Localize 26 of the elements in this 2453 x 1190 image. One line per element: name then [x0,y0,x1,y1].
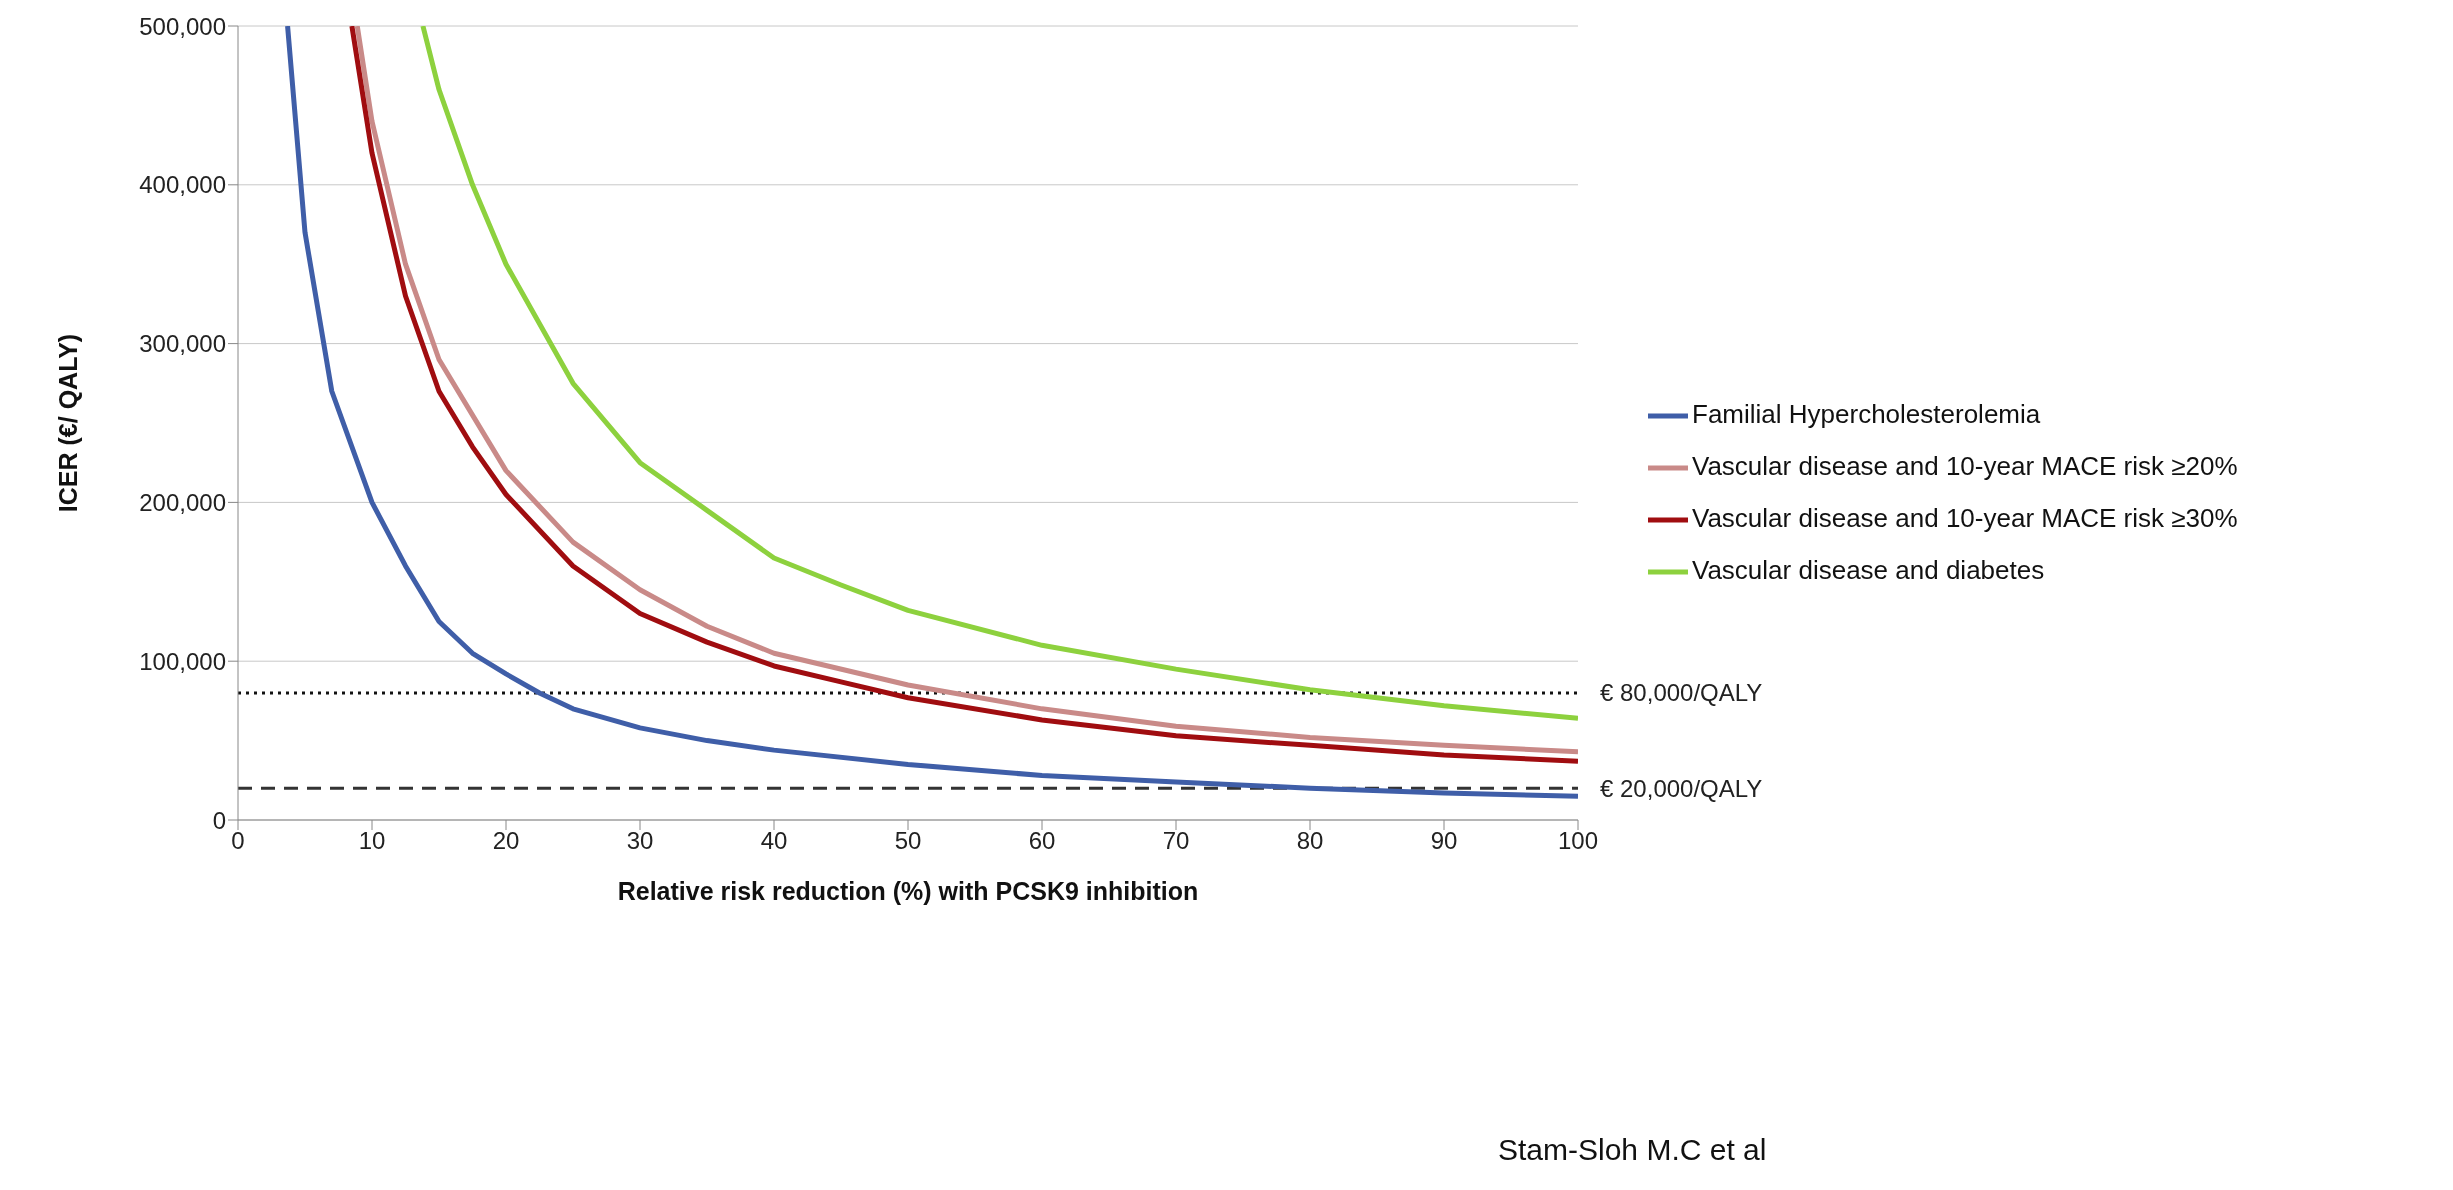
y-tick-label: 400,000 [139,171,226,199]
x-axis-title: Relative risk reduction (%) with PCSK9 inhibition [617,877,1199,905]
x-tick-label: 60 [1028,827,1056,855]
legend-label: Vascular disease and 10-year MACE risk ≥30% [1692,503,2238,533]
y-tick-label: 100,000 [139,647,226,675]
x-tick-label: 30 [626,827,654,855]
y-axis-title: ICER (€/ QALY) [53,333,82,513]
x-tick-label: 10 [358,827,386,855]
x-tick-label: 0 [231,827,245,855]
text: Stam-Sloh M.C et al [1498,1133,1767,1167]
x-tick-label: 90 [1430,827,1458,855]
y-tick-label: 500,000 [139,12,226,40]
y-tick-label: 0 [212,806,226,834]
legend-label: Familial Hypercholesterolemia [1692,399,2041,429]
ref-line-label: € 80,000/QALY [1600,679,1763,707]
x-tick-label: 80 [1296,827,1324,855]
x-tick-label: 50 [894,827,922,855]
legend-label: Vascular disease and 10-year MACE risk ≥20% [1692,451,2238,481]
x-tick-label: 20 [492,827,520,855]
y-tick-label: 200,000 [139,488,226,516]
y-tick-label: 300,000 [139,330,226,358]
x-tick-label: 100 [1557,827,1599,855]
x-tick-label: 70 [1162,827,1190,855]
legend-label: Vascular disease and diabetes [1692,555,2045,585]
x-tick-label: 40 [760,827,788,855]
ref-line-label: € 20,000/QALY [1600,774,1763,802]
